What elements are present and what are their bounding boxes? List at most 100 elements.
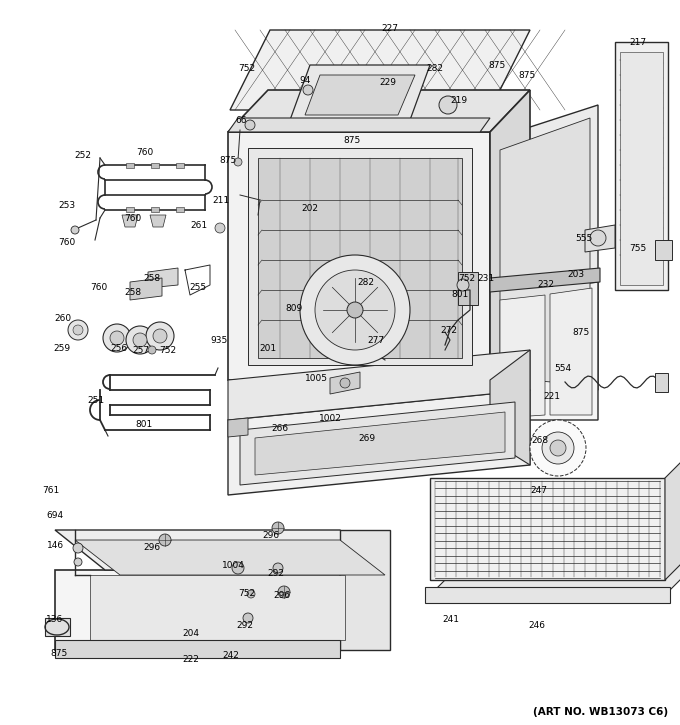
Text: 296: 296 [143, 544, 160, 552]
Circle shape [272, 522, 284, 534]
Circle shape [133, 333, 147, 347]
Text: 760: 760 [124, 213, 141, 223]
Circle shape [146, 322, 174, 350]
Polygon shape [490, 105, 598, 390]
Polygon shape [550, 288, 592, 415]
Circle shape [153, 329, 167, 343]
Polygon shape [458, 272, 478, 305]
Text: 66: 66 [235, 115, 247, 125]
Polygon shape [258, 158, 462, 358]
Circle shape [340, 378, 350, 388]
Text: 809: 809 [286, 304, 303, 312]
Polygon shape [490, 268, 600, 292]
Polygon shape [151, 207, 159, 212]
Circle shape [74, 558, 82, 566]
Polygon shape [620, 52, 663, 285]
Text: 1002: 1002 [318, 413, 341, 423]
Text: 253: 253 [58, 201, 75, 210]
Text: 204: 204 [182, 629, 199, 639]
Polygon shape [126, 163, 134, 168]
Polygon shape [248, 148, 472, 365]
Circle shape [530, 420, 586, 476]
Polygon shape [228, 390, 530, 495]
Circle shape [71, 226, 79, 234]
Polygon shape [430, 478, 665, 580]
Text: 222: 222 [182, 655, 199, 663]
Text: 752: 752 [239, 589, 256, 599]
Text: 296: 296 [262, 531, 279, 541]
Polygon shape [490, 350, 530, 465]
Circle shape [103, 324, 131, 352]
Polygon shape [75, 540, 385, 575]
Polygon shape [228, 90, 530, 132]
Text: 136: 136 [46, 616, 64, 624]
Polygon shape [130, 278, 162, 300]
Circle shape [245, 120, 255, 130]
Text: 752: 752 [239, 64, 256, 72]
Text: 801: 801 [135, 420, 152, 428]
Polygon shape [228, 132, 490, 380]
Text: 752: 752 [458, 273, 475, 283]
Text: 296: 296 [273, 592, 290, 600]
Circle shape [457, 279, 469, 291]
Circle shape [215, 223, 225, 233]
Text: 217: 217 [630, 38, 647, 46]
Text: 272: 272 [441, 326, 458, 334]
Polygon shape [55, 530, 390, 570]
Text: 760: 760 [137, 147, 154, 157]
Circle shape [278, 586, 290, 598]
Text: 1004: 1004 [222, 561, 244, 571]
Text: 801: 801 [452, 289, 469, 299]
Text: 266: 266 [271, 423, 288, 433]
Circle shape [73, 543, 83, 553]
Text: 258: 258 [143, 273, 160, 283]
Circle shape [347, 302, 363, 318]
Text: 202: 202 [301, 204, 318, 212]
Circle shape [159, 534, 171, 546]
Text: 201: 201 [260, 344, 277, 352]
Polygon shape [615, 42, 668, 290]
Circle shape [303, 85, 313, 95]
Text: 755: 755 [630, 244, 647, 252]
Text: 242: 242 [222, 650, 239, 660]
Circle shape [148, 346, 156, 354]
Polygon shape [655, 240, 672, 260]
Text: 227: 227 [381, 23, 398, 33]
Polygon shape [122, 215, 138, 227]
Text: 760: 760 [90, 283, 107, 291]
Polygon shape [490, 282, 598, 420]
Text: 875: 875 [518, 70, 536, 80]
Text: 251: 251 [88, 396, 105, 405]
Text: 268: 268 [532, 436, 549, 444]
Text: 247: 247 [530, 486, 547, 494]
Polygon shape [290, 65, 430, 120]
Text: 875: 875 [488, 60, 506, 70]
Circle shape [232, 562, 244, 574]
Text: 875: 875 [343, 136, 360, 144]
Text: 277: 277 [367, 336, 385, 344]
Polygon shape [255, 412, 505, 475]
Circle shape [234, 158, 242, 166]
Text: 252: 252 [75, 151, 92, 160]
Text: 269: 269 [358, 434, 375, 442]
Polygon shape [151, 163, 159, 168]
Polygon shape [176, 207, 184, 212]
Text: 203: 203 [567, 270, 585, 278]
Polygon shape [230, 30, 530, 110]
Circle shape [300, 255, 410, 365]
Polygon shape [228, 118, 490, 132]
Polygon shape [55, 640, 340, 658]
Text: 261: 261 [190, 220, 207, 230]
Polygon shape [330, 372, 360, 394]
Text: 875: 875 [50, 650, 67, 658]
Polygon shape [150, 215, 166, 227]
Polygon shape [148, 268, 178, 288]
Polygon shape [55, 570, 340, 650]
Circle shape [542, 432, 574, 464]
Circle shape [243, 613, 253, 623]
Text: 229: 229 [379, 78, 396, 86]
Polygon shape [305, 75, 415, 115]
Text: 221: 221 [543, 392, 560, 400]
Text: 1005: 1005 [305, 373, 328, 383]
Polygon shape [90, 575, 345, 640]
